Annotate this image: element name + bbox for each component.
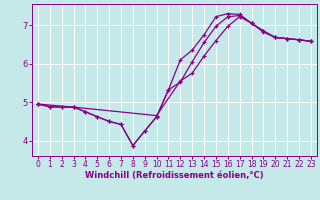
X-axis label: Windchill (Refroidissement éolien,°C): Windchill (Refroidissement éolien,°C) — [85, 171, 264, 180]
